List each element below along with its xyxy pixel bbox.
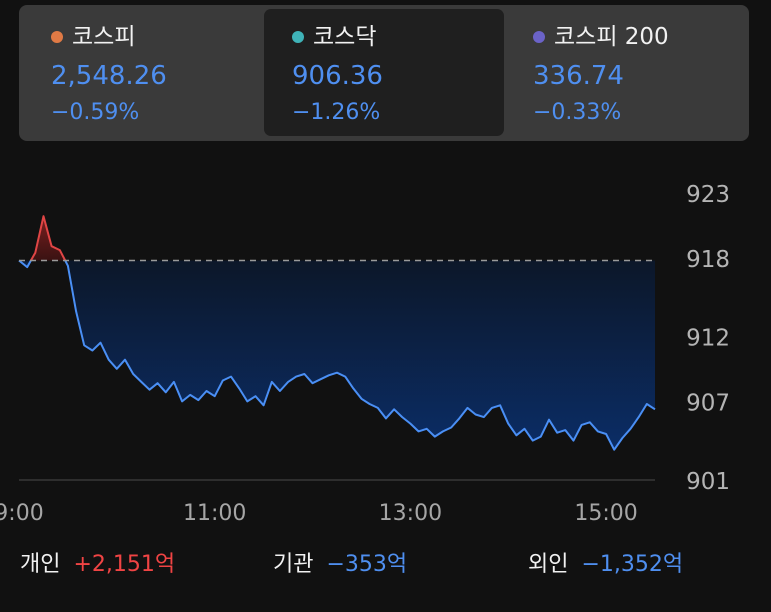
index-value: 336.74: [533, 61, 624, 91]
flow-foreigner: 외인 −1,352억: [528, 546, 683, 578]
down-area-fill: [65, 260, 655, 450]
up-area-fill: [30, 216, 66, 261]
index-name-row: 코스닥: [292, 23, 376, 51]
flow-value: −1,352억: [581, 552, 684, 577]
index-change: −0.59%: [51, 100, 140, 125]
kospi200-dot-icon: [533, 31, 545, 43]
down-price-line: [64, 260, 656, 451]
index-name-row: 코스피 200: [533, 23, 669, 51]
index-selector: 코스피 2,548.26 −0.59% 코스닥 906.36 −1.26% 코스…: [19, 5, 749, 141]
y-tick-label: 901: [686, 469, 730, 495]
down-price-line: [18, 259, 32, 269]
index-card-kosdaq[interactable]: 코스닥 906.36 −1.26%: [264, 9, 504, 136]
index-name: 코스피: [72, 24, 136, 50]
flow-individual: 개인 +2,151억: [20, 546, 175, 578]
index-name: 코스피 200: [554, 24, 669, 50]
x-tick-label: 15:00: [574, 501, 637, 526]
x-tick-label: 13:00: [379, 501, 442, 526]
x-tick-label: 11:00: [183, 501, 246, 526]
index-value: 2,548.26: [51, 61, 167, 91]
y-tick-label: 912: [686, 326, 730, 352]
flow-label: 개인: [20, 552, 61, 577]
index-value: 906.36: [292, 61, 383, 91]
index-card-kospi[interactable]: 코스피 2,548.26 −0.59%: [23, 9, 263, 136]
flow-label: 외인: [528, 552, 569, 577]
index-card-kospi200[interactable]: 코스피 200 336.74 −0.33%: [505, 9, 745, 136]
flow-label: 기관: [273, 552, 314, 577]
flow-value: +2,151억: [73, 552, 176, 577]
index-change: −0.33%: [533, 100, 622, 125]
y-tick-label: 907: [686, 391, 730, 417]
investor-flow-row: 개인 +2,151억 기관 −353억 외인 −1,352억: [0, 546, 771, 578]
flow-institution: 기관 −353억: [273, 546, 407, 578]
index-name-row: 코스피: [51, 23, 135, 51]
y-tick-label: 918: [686, 247, 730, 273]
kospi-dot-icon: [51, 31, 63, 43]
flow-value: −353억: [326, 552, 408, 577]
index-name: 코스닥: [313, 24, 377, 50]
up-price-line: [30, 215, 67, 261]
plot-area: 923 918 912 907 901 9:00 11:00 13:00 15:00: [0, 182, 730, 526]
kosdaq-dot-icon: [292, 31, 304, 43]
intraday-chart: 923 918 912 907 901 9:00 11:00 13:00 15:00: [0, 182, 730, 526]
index-change: −1.26%: [292, 100, 381, 125]
x-tick-label: 9:00: [0, 501, 44, 526]
y-tick-label: 923: [686, 182, 730, 208]
